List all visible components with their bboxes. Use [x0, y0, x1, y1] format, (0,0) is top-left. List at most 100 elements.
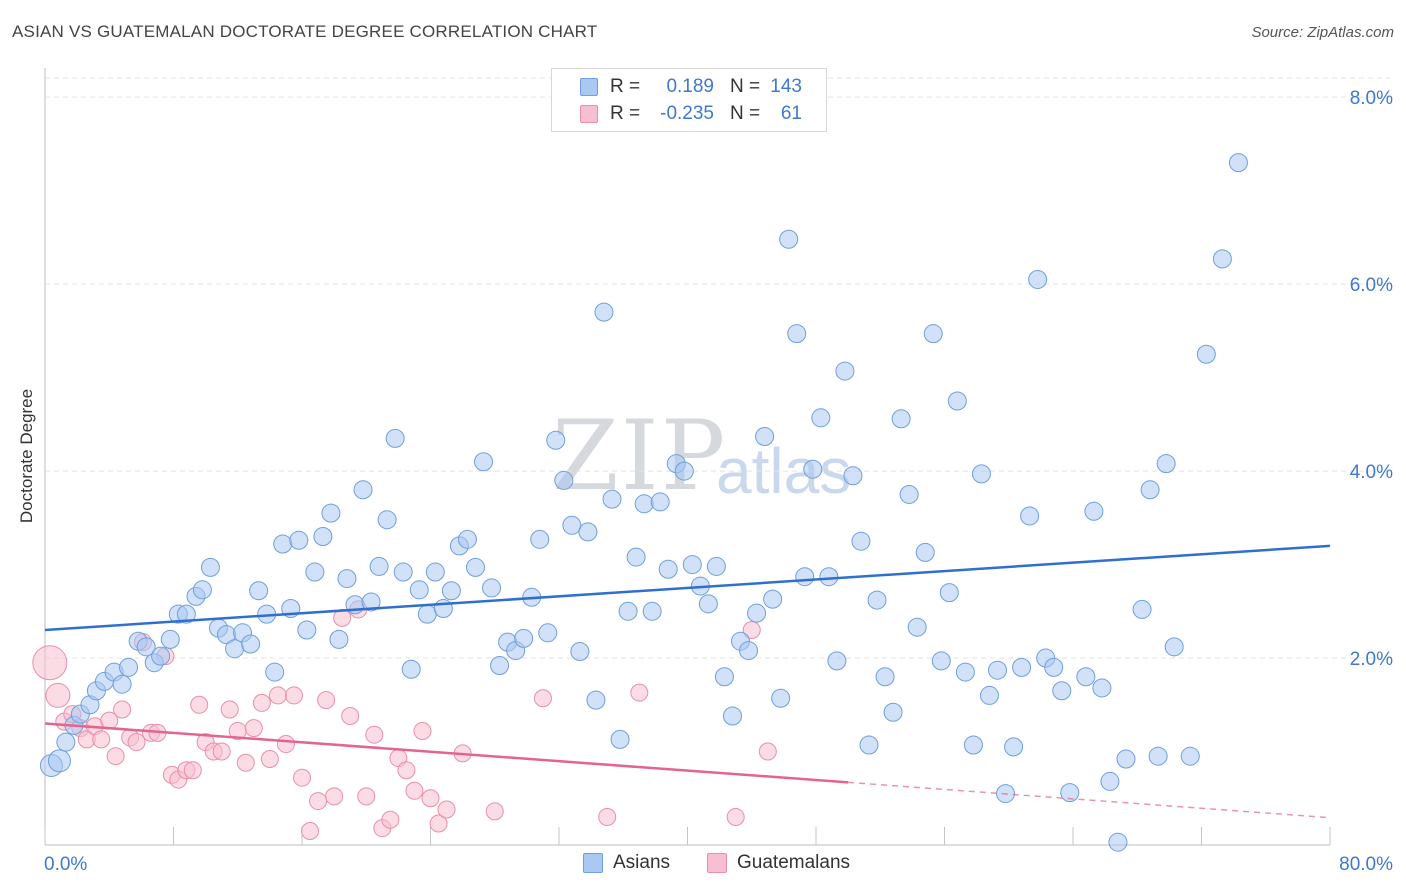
asians-point: [56, 732, 76, 752]
asians-point: [377, 510, 397, 530]
asians-point: [771, 688, 791, 708]
asians-point: [1212, 249, 1232, 269]
n-label: N =: [730, 103, 761, 124]
guatemalans-point: [357, 787, 376, 806]
guatemalans-point: [365, 725, 384, 744]
asians-point: [329, 629, 349, 649]
x-tick-label: 80.0%: [1339, 854, 1393, 875]
r-value: -0.235: [660, 103, 714, 124]
asians-point: [706, 556, 726, 576]
watermark-zip: ZIP: [552, 400, 728, 512]
guatemalans-point: [437, 800, 456, 819]
asians-point: [1012, 657, 1032, 677]
y-axis-label: Doctorate Degree: [17, 388, 36, 524]
asians-point: [650, 492, 670, 512]
asians-point: [1100, 771, 1120, 791]
asians-point: [1052, 681, 1072, 701]
guatemalans-point: [92, 730, 111, 749]
asians-point: [353, 480, 373, 500]
guatemalans-point: [421, 789, 440, 808]
asians-point: [425, 562, 445, 582]
asians-trend-line: [44, 544, 1331, 632]
asians-point: [1180, 746, 1200, 766]
asians-point: [835, 361, 855, 381]
asians-point: [482, 578, 502, 598]
asians-point: [971, 464, 991, 484]
asians-point: [200, 557, 220, 577]
asians-point: [546, 430, 566, 450]
asians-point: [626, 547, 646, 567]
asians-point: [297, 620, 317, 640]
guatemalans-point: [317, 691, 336, 710]
guatemalans-point: [106, 747, 125, 766]
asians-point: [682, 555, 702, 575]
n-value: 143: [770, 76, 802, 97]
guatemalans-swatch: [707, 853, 727, 873]
n-value: 61: [780, 103, 802, 124]
legend-row-guatemalans: R = -0.235 N = 61: [552, 102, 826, 126]
asians-point: [674, 461, 694, 481]
asians-point: [409, 580, 429, 600]
asians-point: [241, 634, 261, 654]
guatemalans-point: [268, 686, 287, 705]
asians-point: [827, 651, 847, 671]
asians-point: [1116, 749, 1136, 769]
asians-point: [457, 529, 477, 549]
asians-point: [963, 735, 983, 755]
guatemalans-point: [742, 621, 761, 640]
asians-point: [361, 592, 381, 612]
asians-point: [586, 690, 606, 710]
asians-point: [1028, 269, 1048, 289]
asians-point: [1084, 501, 1104, 521]
asians-point: [265, 662, 285, 682]
guatemalans-trend-extension: [848, 781, 1331, 819]
asians-point: [433, 599, 453, 619]
asians-point: [401, 659, 421, 679]
asians-point: [698, 594, 718, 614]
guatemalans-point: [293, 768, 311, 787]
asians-point: [176, 604, 196, 624]
asians-point: [891, 409, 911, 429]
guatemalans-point: [284, 686, 303, 705]
asians-point: [634, 494, 654, 514]
asians-point: [988, 660, 1008, 680]
asians-point: [1044, 657, 1064, 677]
asians-point: [1020, 506, 1040, 526]
guatemalans-point: [236, 753, 255, 772]
asians-point: [739, 641, 759, 661]
r-label: R =: [610, 76, 641, 97]
guatemalans-point: [127, 733, 146, 752]
asians-point: [321, 503, 341, 523]
guatemalans-point: [758, 742, 777, 761]
asians-point: [1076, 667, 1096, 687]
y-tick-label: 4.0%: [1350, 462, 1393, 483]
asians-point: [1060, 783, 1080, 803]
n-label: N =: [730, 76, 761, 97]
asians-point: [819, 567, 839, 587]
y-tick-label: 6.0%: [1350, 275, 1393, 296]
asians-point: [602, 489, 622, 509]
guatemalans-point: [301, 821, 320, 840]
asians-point: [1004, 737, 1024, 757]
guatemalans-point: [190, 695, 209, 714]
guatemalans-point: [533, 689, 552, 708]
asians-point: [714, 667, 734, 687]
asians-point: [1132, 599, 1152, 619]
asians-point: [1156, 454, 1176, 474]
asians-point: [658, 559, 678, 579]
guatemalans-point: [381, 810, 400, 829]
guatemalans-trend-line: [44, 722, 849, 784]
guatemalans-point: [429, 814, 448, 833]
guatemalans-point: [325, 787, 344, 806]
guatemalans-point: [276, 735, 295, 754]
asians-point: [939, 583, 959, 603]
guatemalans-point: [309, 792, 328, 811]
asians-point: [1140, 480, 1160, 500]
asians-point: [722, 706, 742, 726]
asians-point: [273, 534, 293, 554]
guatemalans-point: [183, 761, 202, 780]
asians-point: [803, 459, 823, 479]
r-value: 0.189: [666, 76, 714, 97]
source-label: Source: ZipAtlas.com: [1251, 24, 1394, 41]
asians-point: [1108, 832, 1128, 852]
